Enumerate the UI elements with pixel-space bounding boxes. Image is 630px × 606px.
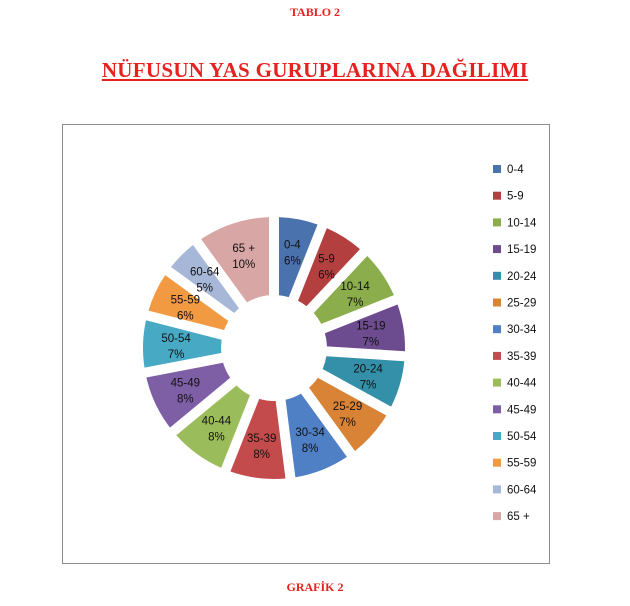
legend-swatch-50-54 <box>493 432 501 440</box>
legend-label-25-29: 25-29 <box>507 298 536 310</box>
legend-swatch-20-24 <box>493 272 501 280</box>
legend-swatch-35-39 <box>493 352 501 360</box>
legend: 0-4 5-9 10-14 15-19 20-24 25-29 30-34 35-39 40-4… <box>493 164 537 523</box>
legend-label-5-9: 5-9 <box>507 191 524 203</box>
chart-area: 0-4 6% 5-9 6% 10-14 7% 15-19 7% 20-24 7% 25-29 7% 30… <box>62 124 550 564</box>
legend-label-55-59: 55-59 <box>507 458 536 470</box>
legend-swatch-40-44 <box>493 379 501 387</box>
legend-swatch-65 <box>493 512 501 520</box>
legend-swatch-30-34 <box>493 325 501 333</box>
legend-label-45-49: 45-49 <box>507 404 536 416</box>
legend-swatch-10-14 <box>493 218 501 226</box>
legend-swatch-25-29 <box>493 299 501 307</box>
legend-label-50-54: 50-54 <box>507 431 537 443</box>
legend-label-20-24: 20-24 <box>507 271 537 283</box>
legend-label-35-39: 35-39 <box>507 351 536 363</box>
doughnut-chart: 0-4 6% 5-9 6%10-14 7%15-19 7%20-24 7%25-29 7%30… <box>63 125 551 565</box>
legend-swatch-55-59 <box>493 459 501 467</box>
legend-label-15-19: 15-19 <box>507 244 536 256</box>
table-label: TABLO 2 <box>0 5 630 20</box>
legend-label-60-64: 60-64 <box>507 484 537 496</box>
legend-swatch-0-4 <box>493 165 501 173</box>
legend-swatch-15-19 <box>493 245 501 253</box>
legend-label-10-14: 10-14 <box>507 217 537 229</box>
legend-swatch-5-9 <box>493 192 501 200</box>
legend-label-65: 65 + <box>507 511 530 523</box>
legend-label-30-34: 30-34 <box>507 324 537 336</box>
legend-swatch-45-49 <box>493 405 501 413</box>
chart-title: NÜFUSUN YAS GURUPLARINA DAĞILIMI <box>0 58 630 83</box>
legend-swatch-60-64 <box>493 485 501 493</box>
legend-label-40-44: 40-44 <box>507 378 537 390</box>
legend-label-0-4: 0-4 <box>507 164 524 176</box>
figure-label: GRAFİK 2 <box>0 580 630 595</box>
